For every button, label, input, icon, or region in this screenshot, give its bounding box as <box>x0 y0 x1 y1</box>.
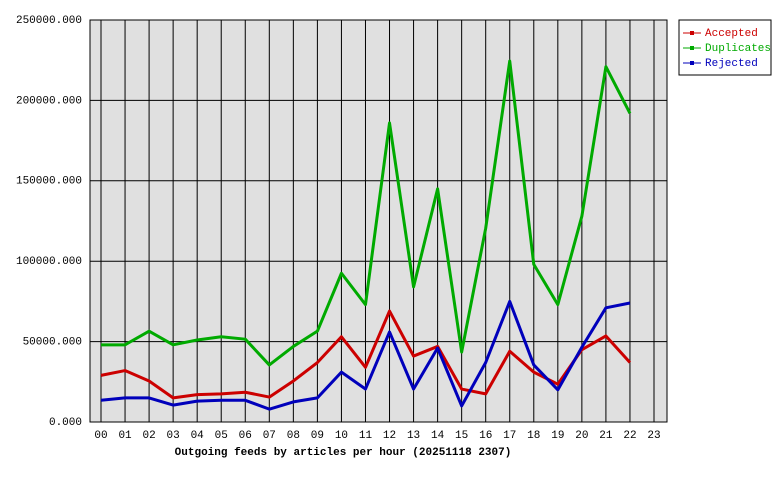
x-tick-label: 19 <box>551 430 564 442</box>
x-tick-label: 15 <box>455 430 468 442</box>
x-tick-label: 17 <box>503 430 516 442</box>
y-tick-label: 150000.000 <box>16 176 82 188</box>
x-tick-label: 11 <box>359 430 373 442</box>
x-tick-label: 21 <box>599 430 613 442</box>
x-tick-label: 08 <box>287 430 300 442</box>
x-tick-label: 06 <box>239 430 252 442</box>
x-tick-label: 09 <box>311 430 324 442</box>
x-tick-label: 13 <box>407 430 420 442</box>
legend-marker <box>690 61 694 65</box>
x-axis-label: Outgoing feeds by articles per hour (202… <box>175 447 512 459</box>
y-tick-label: 0.000 <box>49 417 82 429</box>
x-tick-label: 14 <box>431 430 445 442</box>
x-tick-label: 10 <box>335 430 348 442</box>
x-tick-label: 01 <box>118 430 132 442</box>
x-tick-label: 02 <box>142 430 155 442</box>
series-line <box>100 299 631 411</box>
x-tick-label: 20 <box>575 430 588 442</box>
x-tick-label: 04 <box>191 430 205 442</box>
series-line <box>100 309 632 400</box>
plot-frame <box>89 19 668 423</box>
series-line <box>101 59 632 367</box>
legend-label: Rejected <box>705 58 758 70</box>
x-tick-label: 07 <box>263 430 276 442</box>
x-tick-label: 03 <box>167 430 180 442</box>
x-tick-label: 22 <box>623 430 636 442</box>
x-tick-label: 12 <box>383 430 396 442</box>
y-tick-label: 200000.000 <box>16 95 82 107</box>
legend-label: Accepted <box>705 28 758 40</box>
y-tick-label: 100000.000 <box>16 256 82 268</box>
x-tick-label: 18 <box>527 430 540 442</box>
x-tick-label: 05 <box>215 430 228 442</box>
legend-marker <box>690 31 694 35</box>
legend-label: Duplicates <box>705 43 771 55</box>
legend-marker <box>690 46 694 50</box>
y-tick-label: 250000.000 <box>16 15 82 27</box>
y-tick-label: 50000.000 <box>23 337 82 349</box>
x-tick-label: 00 <box>94 430 107 442</box>
x-tick-label: 23 <box>647 430 660 442</box>
x-tick-label: 16 <box>479 430 492 442</box>
